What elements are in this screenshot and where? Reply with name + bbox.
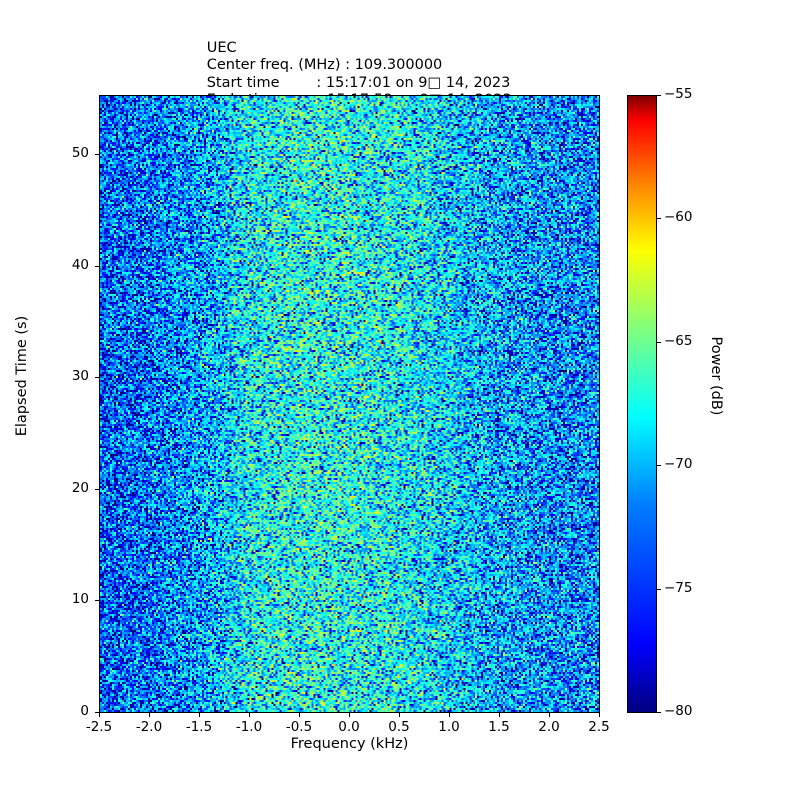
x-axis-tick [499,713,500,717]
colorbar-tick [657,218,661,219]
x-axis-tick [549,713,550,717]
x-axis-tick-label: 1.0 [438,719,460,735]
x-axis-tick-label: 0.5 [388,719,410,735]
y-axis-tick [95,600,99,601]
x-axis-tick [99,713,100,717]
x-axis-tick-label: -2.0 [135,719,163,735]
y-axis-tick [95,154,99,155]
x-axis-tick-label: 2.5 [588,719,610,735]
spectrogram-image [100,96,599,712]
x-axis-tick-label: -1.0 [235,719,263,735]
y-axis-tick-label: 30 [71,368,89,384]
title-line-start-time: Start time : 15:17:01 on 9□ 14, 2023 [206,74,511,91]
y-axis-tick [95,266,99,267]
colorbar-tick-label: −70 [664,456,693,472]
x-axis-tick [599,713,600,717]
x-axis-tick [349,713,350,717]
y-axis-tick [95,489,99,490]
title-line-station: UEC [206,39,237,56]
colorbar-gradient [628,96,656,712]
x-axis-tick-label: 0.0 [338,719,360,735]
x-axis-label: Frequency (kHz) [290,736,409,752]
y-axis-tick-label: 0 [80,703,89,719]
colorbar-tick-label: −65 [664,333,693,349]
colorbar-tick [657,95,661,96]
colorbar-tick [657,465,661,466]
colorbar-tick [657,712,661,713]
colorbar-tick [657,589,661,590]
x-axis-tick [199,713,200,717]
x-axis-tick [149,713,150,717]
y-axis-label: Elapsed Time (s) [14,315,30,437]
x-axis-tick [449,713,450,717]
colorbar-tick-label: −75 [664,580,693,596]
y-axis-tick-label: 40 [71,257,89,273]
y-axis-tick-label: 10 [71,591,89,607]
x-axis-tick-label: 1.5 [488,719,510,735]
colorbar-tick [657,342,661,343]
x-axis-tick-label: -1.5 [185,719,213,735]
x-axis-tick [249,713,250,717]
colorbar[interactable] [627,95,657,713]
title-line-center-freq: Center freq. (MHz) : 109.300000 [206,57,443,73]
colorbar-label: Power (dB) [708,336,724,416]
spectrogram-axes[interactable] [99,95,600,713]
colorbar-tick-label: −80 [664,703,693,719]
x-axis-tick [299,713,300,717]
x-axis-tick-label: -0.5 [285,719,313,735]
colorbar-tick-label: −55 [664,86,693,102]
x-axis-tick [399,713,400,717]
y-axis-tick-label: 20 [71,480,89,496]
y-axis-tick-label: 50 [71,145,89,161]
colorbar-tick-label: −60 [664,209,693,225]
y-axis-tick [95,377,99,378]
x-axis-tick-label: 2.0 [538,719,560,735]
y-axis-tick [95,712,99,713]
x-axis-tick-label: -2.5 [85,719,113,735]
